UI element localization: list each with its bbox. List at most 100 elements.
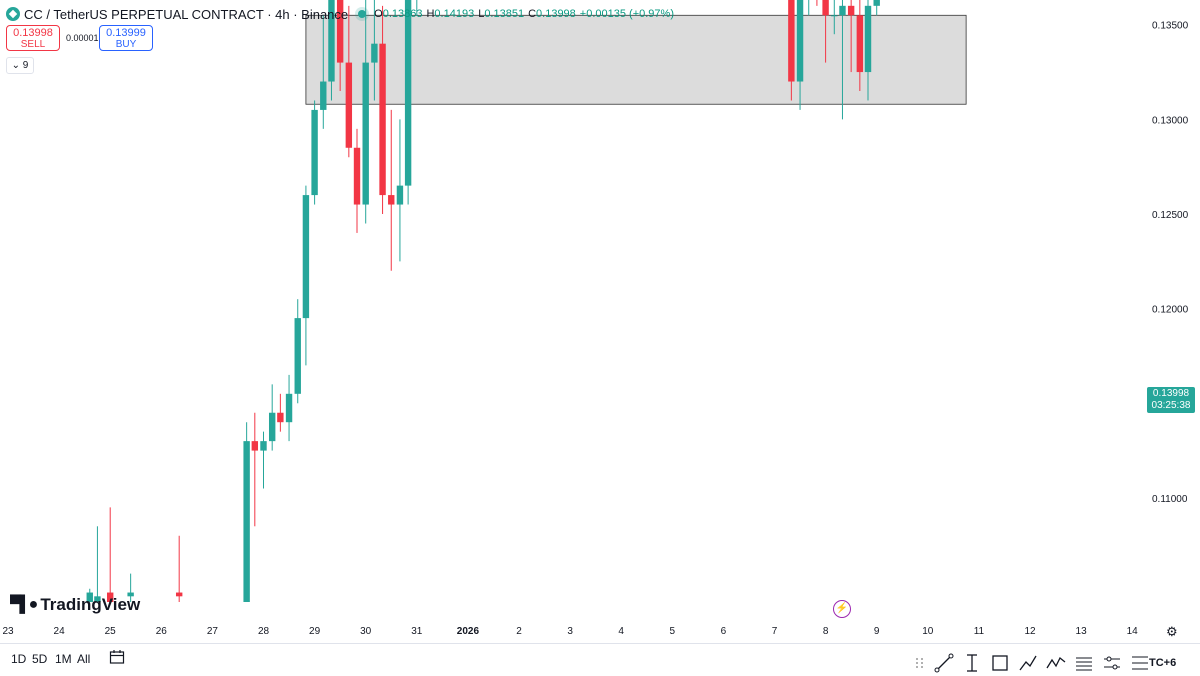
symbol-logo-icon	[6, 7, 20, 21]
ohlc-key: C	[528, 8, 537, 20]
time-tick-label: 8	[823, 626, 829, 637]
sell-price: 0.13998	[13, 27, 53, 39]
last-price-value: 0.13998	[1152, 388, 1190, 399]
candle-body	[839, 5, 846, 16]
ohlc-key: L	[478, 8, 485, 20]
candle-body	[788, 0, 795, 82]
ohlc-value: 0.13998	[536, 8, 576, 20]
price-tick-label: 0.11000	[1152, 494, 1188, 505]
buy-button[interactable]: 0.13999 BUY	[99, 25, 153, 51]
candle-body	[328, 0, 335, 82]
time-tick-label: 2026	[457, 626, 480, 637]
brand-name: TradingView	[40, 595, 141, 614]
time-tick-label: 24	[54, 626, 66, 637]
candle-body	[260, 441, 267, 451]
candle-body	[243, 441, 250, 602]
last-price-label: 0.13998 03:25:38	[1147, 387, 1195, 413]
drawing-toolbar: TC+6	[913, 650, 1200, 675]
time-tick-label: 13	[1076, 626, 1088, 637]
time-axis[interactable]: 23 24 25 26 27 28 29 30 31 2026 2 3 4 5 6 7 8 9 10 11 12 13 14	[2, 626, 1138, 637]
time-tick-label: 9	[874, 626, 880, 637]
path-tool-icon[interactable]	[1017, 652, 1039, 674]
candle-body	[320, 81, 327, 110]
candle-body	[796, 0, 804, 82]
time-tick-label: 4	[618, 626, 624, 637]
candle-body	[856, 15, 864, 73]
time-tick-label: 25	[105, 626, 117, 637]
timeframe-all-button[interactable]: All	[77, 652, 91, 666]
candle-body	[268, 412, 276, 442]
measure-tool-icon[interactable]	[1129, 652, 1151, 674]
rectangle-tool-icon[interactable]	[989, 652, 1011, 674]
ohlc-value: 0.13863	[382, 8, 423, 20]
candle-body	[404, 0, 412, 186]
price-chart[interactable]: 0.200000.195000.190000.185000.180000.175…	[0, 0, 1200, 643]
ohlc-key: O	[374, 8, 383, 20]
time-tick-label: 29	[309, 626, 321, 637]
buy-price: 0.13999	[106, 27, 146, 39]
candle-body	[277, 412, 284, 423]
candle-body	[302, 195, 310, 319]
ohlc-values: O0.13863 H0.14193 L0.13851 C0.13998 +0.00135…	[374, 8, 678, 20]
candle-body	[371, 43, 378, 63]
candle-body	[86, 592, 93, 602]
candle-body	[379, 43, 386, 196]
toolbar-more-label[interactable]: TC+6	[1149, 656, 1177, 669]
time-tick-label: 14	[1127, 626, 1139, 637]
candle-body	[864, 5, 872, 73]
timeframe-1m-button[interactable]: 1M	[55, 652, 72, 666]
settings-gear-icon[interactable]: ⚙	[1166, 624, 1178, 639]
trend-line-tool-icon[interactable]	[933, 652, 955, 674]
calendar-range-icon[interactable]	[109, 649, 125, 665]
ohlc-value: +0.00135 (+0.97%)	[579, 8, 674, 20]
spread-value: 0.00001	[66, 33, 99, 43]
drag-handle-icon[interactable]	[913, 653, 927, 673]
sell-label: SELL	[20, 39, 46, 50]
candle-body	[294, 318, 301, 394]
candle-body	[388, 195, 395, 205]
market-open-icon	[358, 10, 367, 18]
sell-button[interactable]: 0.13998 SELL	[6, 25, 60, 51]
bottom-toolbar: 1D 5D 1M All	[0, 643, 1200, 676]
ohlc-value: 0.13851	[484, 8, 525, 20]
time-tick-label: 31	[411, 626, 423, 637]
indicators-toggle-button[interactable]: ⌄ 9	[6, 57, 34, 74]
price-tick-label: 0.13000	[1152, 115, 1189, 126]
lightning-icon[interactable]: ⚡	[833, 600, 851, 618]
price-axis[interactable]: 0.200000.195000.190000.185000.180000.175…	[1152, 0, 1189, 505]
settings-lines-tool-icon[interactable]	[1101, 652, 1123, 674]
timeframe-1d-button[interactable]: 1D	[11, 652, 27, 666]
candle-body	[345, 62, 353, 148]
candles-layer	[86, 0, 880, 602]
symbol-title[interactable]: CC / TetherUS PERPETUAL CONTRACT · 4h · …	[24, 6, 349, 22]
tradingview-logo[interactable]: ▀▌● TradingView	[10, 595, 140, 615]
time-tick-label: 23	[2, 626, 14, 637]
candle-body	[831, 15, 838, 17]
chevron-down-icon: ⌄	[11, 60, 21, 71]
candle-body	[396, 185, 404, 205]
symbol-header: CC / TetherUS PERPETUAL CONTRACT · 4h · …	[6, 5, 678, 23]
price-tick-label: 0.12500	[1152, 210, 1189, 221]
candle-body	[251, 441, 259, 451]
time-tick-label: 30	[360, 626, 372, 637]
tradingview-mark-icon: ▀▌●	[10, 596, 38, 613]
bar-countdown: 03:25:38	[1151, 400, 1191, 411]
candle-body	[362, 62, 369, 205]
candle-body	[822, 0, 829, 16]
time-tick-label: 27	[207, 626, 219, 637]
time-tick-label: 7	[772, 626, 778, 637]
time-tick-label: 12	[1024, 626, 1036, 637]
candle-body	[311, 109, 318, 196]
time-tick-label: 28	[258, 626, 270, 637]
time-tick-label: 2	[516, 626, 522, 637]
candle-body	[336, 0, 344, 63]
candle-body	[127, 592, 134, 597]
lines-tool-icon[interactable]	[1073, 652, 1095, 674]
candle-body	[94, 596, 101, 602]
zigzag-tool-icon[interactable]	[1045, 652, 1067, 674]
text-cursor-tool-icon[interactable]	[961, 652, 983, 674]
ohlc-value: 0.14193	[434, 8, 475, 20]
timeframe-5d-button[interactable]: 5D	[32, 652, 48, 666]
demand-zone[interactable]	[305, 14, 967, 105]
indicators-count: 9	[22, 60, 29, 71]
